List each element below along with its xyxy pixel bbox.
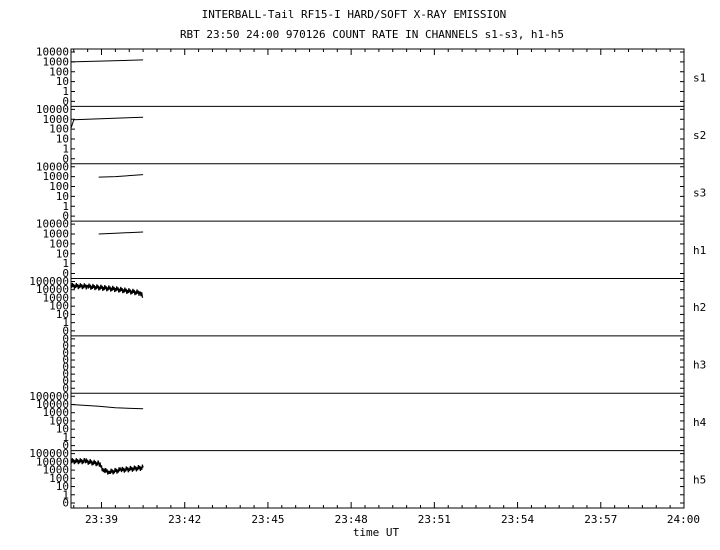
y-tick-label: 1 [62, 85, 69, 98]
y-tick-label: 100 [49, 414, 69, 427]
y-tick-label: 10000 [36, 103, 69, 116]
y-tick-label: 1000 [43, 464, 70, 477]
y-tick-label: 1000 [43, 406, 70, 419]
y-tick-label: 1 [62, 142, 69, 155]
y-tick-label: 100 [49, 472, 69, 485]
series-line-s3 [98, 174, 144, 178]
y-tick-label: 10 [56, 480, 69, 493]
series-line-s2 [70, 116, 144, 129]
y-tick-label: 10000 [36, 398, 69, 411]
y-tick-label: 0 [62, 267, 69, 280]
y-tick-label: 10 [56, 423, 69, 436]
y-tick-label: 0 [62, 346, 69, 359]
y-tick-label: 100000 [29, 390, 69, 403]
channel-label-s2: s2 [693, 129, 706, 142]
series-line-h2 [70, 282, 144, 298]
y-tick-label: 0 [62, 95, 69, 108]
y-tick-label: 1000 [43, 170, 70, 183]
channel-label-h4: h4 [693, 416, 707, 429]
y-tick-label: 1 [62, 431, 69, 444]
y-tick-label: 0 [62, 324, 69, 337]
y-tick-label: 100 [49, 237, 69, 250]
channel-label-h2: h2 [693, 301, 706, 314]
y-tick-label: 100 [49, 300, 69, 313]
series-line-h5 [70, 458, 144, 475]
y-tick-label: 1000 [43, 113, 70, 126]
y-tick-label: 10000 [36, 160, 69, 173]
y-tick-label: 1 [62, 257, 69, 270]
y-tick-label: 0 [62, 361, 69, 374]
y-tick-label: 0 [62, 354, 69, 367]
chart-title: INTERBALL-Tail RF15-I HARD/SOFT X-RAY EM… [202, 8, 507, 21]
x-axis-label: time UT [353, 526, 400, 539]
channel-label-s3: s3 [693, 186, 706, 199]
x-tick-label: 23:42 [168, 513, 201, 526]
y-tick-label: 0 [62, 332, 69, 345]
y-tick-label: 10 [56, 75, 69, 88]
x-tick-label: 23:54 [501, 513, 534, 526]
y-tick-label: 0 [62, 339, 69, 352]
panels: 1000010001001010s11000010001001010s21000… [29, 46, 706, 510]
y-tick-label: 0 [62, 439, 69, 452]
y-tick-label: 1000 [43, 55, 70, 68]
series-line-s1 [70, 59, 144, 63]
y-tick-label: 100 [49, 180, 69, 193]
y-tick-label: 10 [56, 308, 69, 321]
y-tick-label: 10 [56, 190, 69, 203]
y-tick-label: 1 [62, 316, 69, 329]
channel-label-h5: h5 [693, 473, 706, 486]
x-tick-label: 23:51 [418, 513, 451, 526]
y-tick-label: 100 [49, 123, 69, 136]
x-tick-label: 23:57 [584, 513, 617, 526]
y-tick-label: 0 [62, 210, 69, 223]
y-tick-label: 0 [62, 368, 69, 381]
y-tick-label: 0 [62, 375, 69, 388]
y-tick-label: 0 [62, 152, 69, 165]
chart-subtitle: RBT 23:50 24:00 970126 COUNT RATE IN CHA… [180, 28, 564, 41]
y-tick-label: 0 [62, 497, 69, 510]
channel-label-s1: s1 [693, 72, 706, 85]
y-tick-label: 10000 [36, 218, 69, 231]
y-tick-label: 100 [49, 65, 69, 78]
x-tick-label: 23:39 [85, 513, 118, 526]
y-tick-label: 0 [62, 382, 69, 395]
time-axis: 23:39 23:42 23:45 23:48 23:51 23:54 23:57 24:00 [73, 49, 700, 526]
y-tick-label: 10000 [36, 455, 69, 468]
series-line-h4 [70, 404, 144, 410]
channel-label-h3: h3 [693, 359, 706, 372]
channel-label-h1: h1 [693, 244, 706, 257]
x-tick-label: 23:48 [335, 513, 368, 526]
y-tick-label: 100000 [29, 275, 69, 288]
y-tick-label: 10 [56, 133, 69, 146]
y-tick-label: 1 [62, 200, 69, 213]
y-tick-label: 10000 [36, 46, 69, 59]
y-tick-label: 10000 [36, 283, 69, 296]
y-tick-label: 1 [62, 488, 69, 501]
x-tick-label: 24:00 [667, 513, 700, 526]
y-tick-label: 100000 [29, 447, 69, 460]
x-tick-label: 23:45 [251, 513, 284, 526]
y-tick-label: 1000 [43, 291, 70, 304]
y-tick-label: 1000 [43, 228, 70, 241]
y-tick-label: 10 [56, 247, 69, 260]
series-line-h1 [98, 231, 144, 235]
